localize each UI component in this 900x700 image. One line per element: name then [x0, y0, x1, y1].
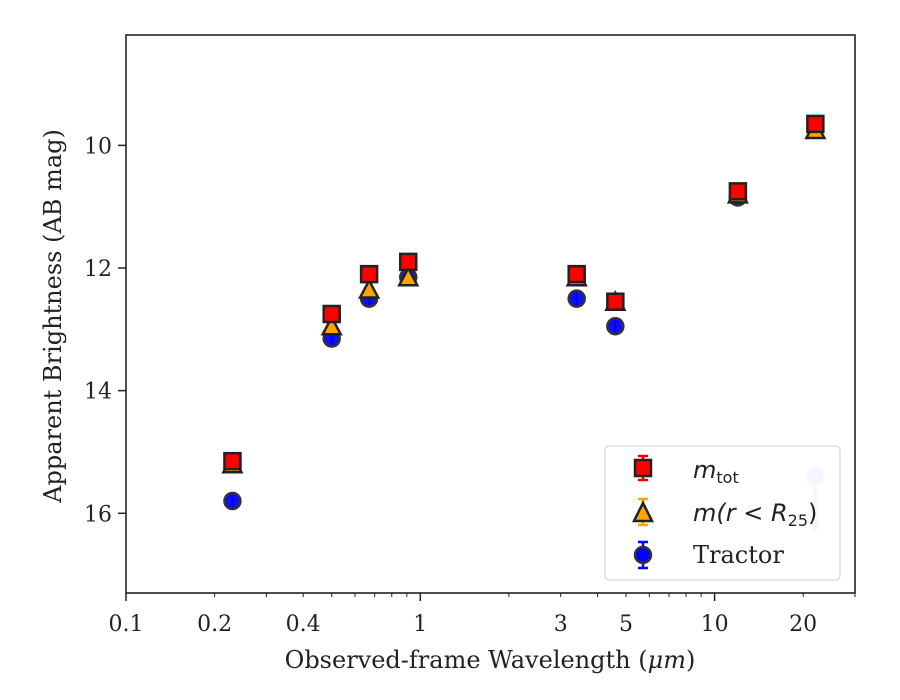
x-tick-label: 5 [619, 612, 633, 637]
y-axis-title: Apparent Brightness (AB mag) [39, 129, 67, 504]
y-axis-ticks: 10 12 14 16 [84, 134, 126, 527]
legend-marker-tractor [633, 545, 653, 565]
point-mtot [606, 292, 625, 311]
point-tractor [567, 289, 586, 308]
point-mtot [567, 264, 586, 284]
x-axis-ticks: 0.1 0.2 0.4 1 3 5 10 20 [109, 593, 856, 637]
legend: mtot m(r < R25) Tractor [604, 445, 841, 581]
point-mtot [728, 182, 748, 201]
y-tick-label: 14 [84, 380, 112, 405]
point-m-r-r25 [320, 314, 343, 336]
y-tick-label: 16 [84, 502, 112, 527]
legend-label-mr25: m(r < R25) [693, 499, 817, 530]
data-marks [221, 114, 827, 533]
x-tick-label: 0.4 [286, 612, 321, 637]
legend-label-mtot: mtot [693, 456, 739, 487]
point-tractor [223, 491, 242, 511]
x-tick-label: 3 [554, 612, 568, 637]
plot-frame [125, 34, 856, 594]
x-axis-title: Observed-frame Wavelength (μm) [285, 646, 696, 674]
x-tick-label: 10 [701, 612, 729, 637]
x-tick-label: 0.1 [109, 612, 144, 637]
legend-marker-mtot [633, 458, 653, 478]
point-tractor [606, 317, 625, 336]
point-mtot [359, 264, 379, 284]
legend-item-mr25: m(r < R25) [631, 497, 817, 530]
point-mtot [398, 252, 418, 272]
y-tick-label: 12 [84, 257, 112, 282]
point-m-r-r25 [358, 277, 381, 299]
x-tick-label: 20 [789, 612, 817, 637]
point-mtot [322, 304, 341, 324]
y-tick-label: 10 [84, 134, 112, 159]
legend-marker-mr25 [631, 500, 655, 523]
legend-label-tractor: Tractor [693, 541, 784, 569]
legend-item-tractor: Tractor [633, 540, 784, 570]
point-mtot [223, 451, 242, 471]
point-mtot [806, 114, 825, 134]
legend-item-mtot: mtot [633, 454, 739, 487]
x-tick-label: 1 [413, 612, 427, 637]
point-m-r-r25 [397, 265, 420, 287]
x-tick-label: 0.2 [197, 612, 232, 637]
legend-box [604, 445, 841, 581]
